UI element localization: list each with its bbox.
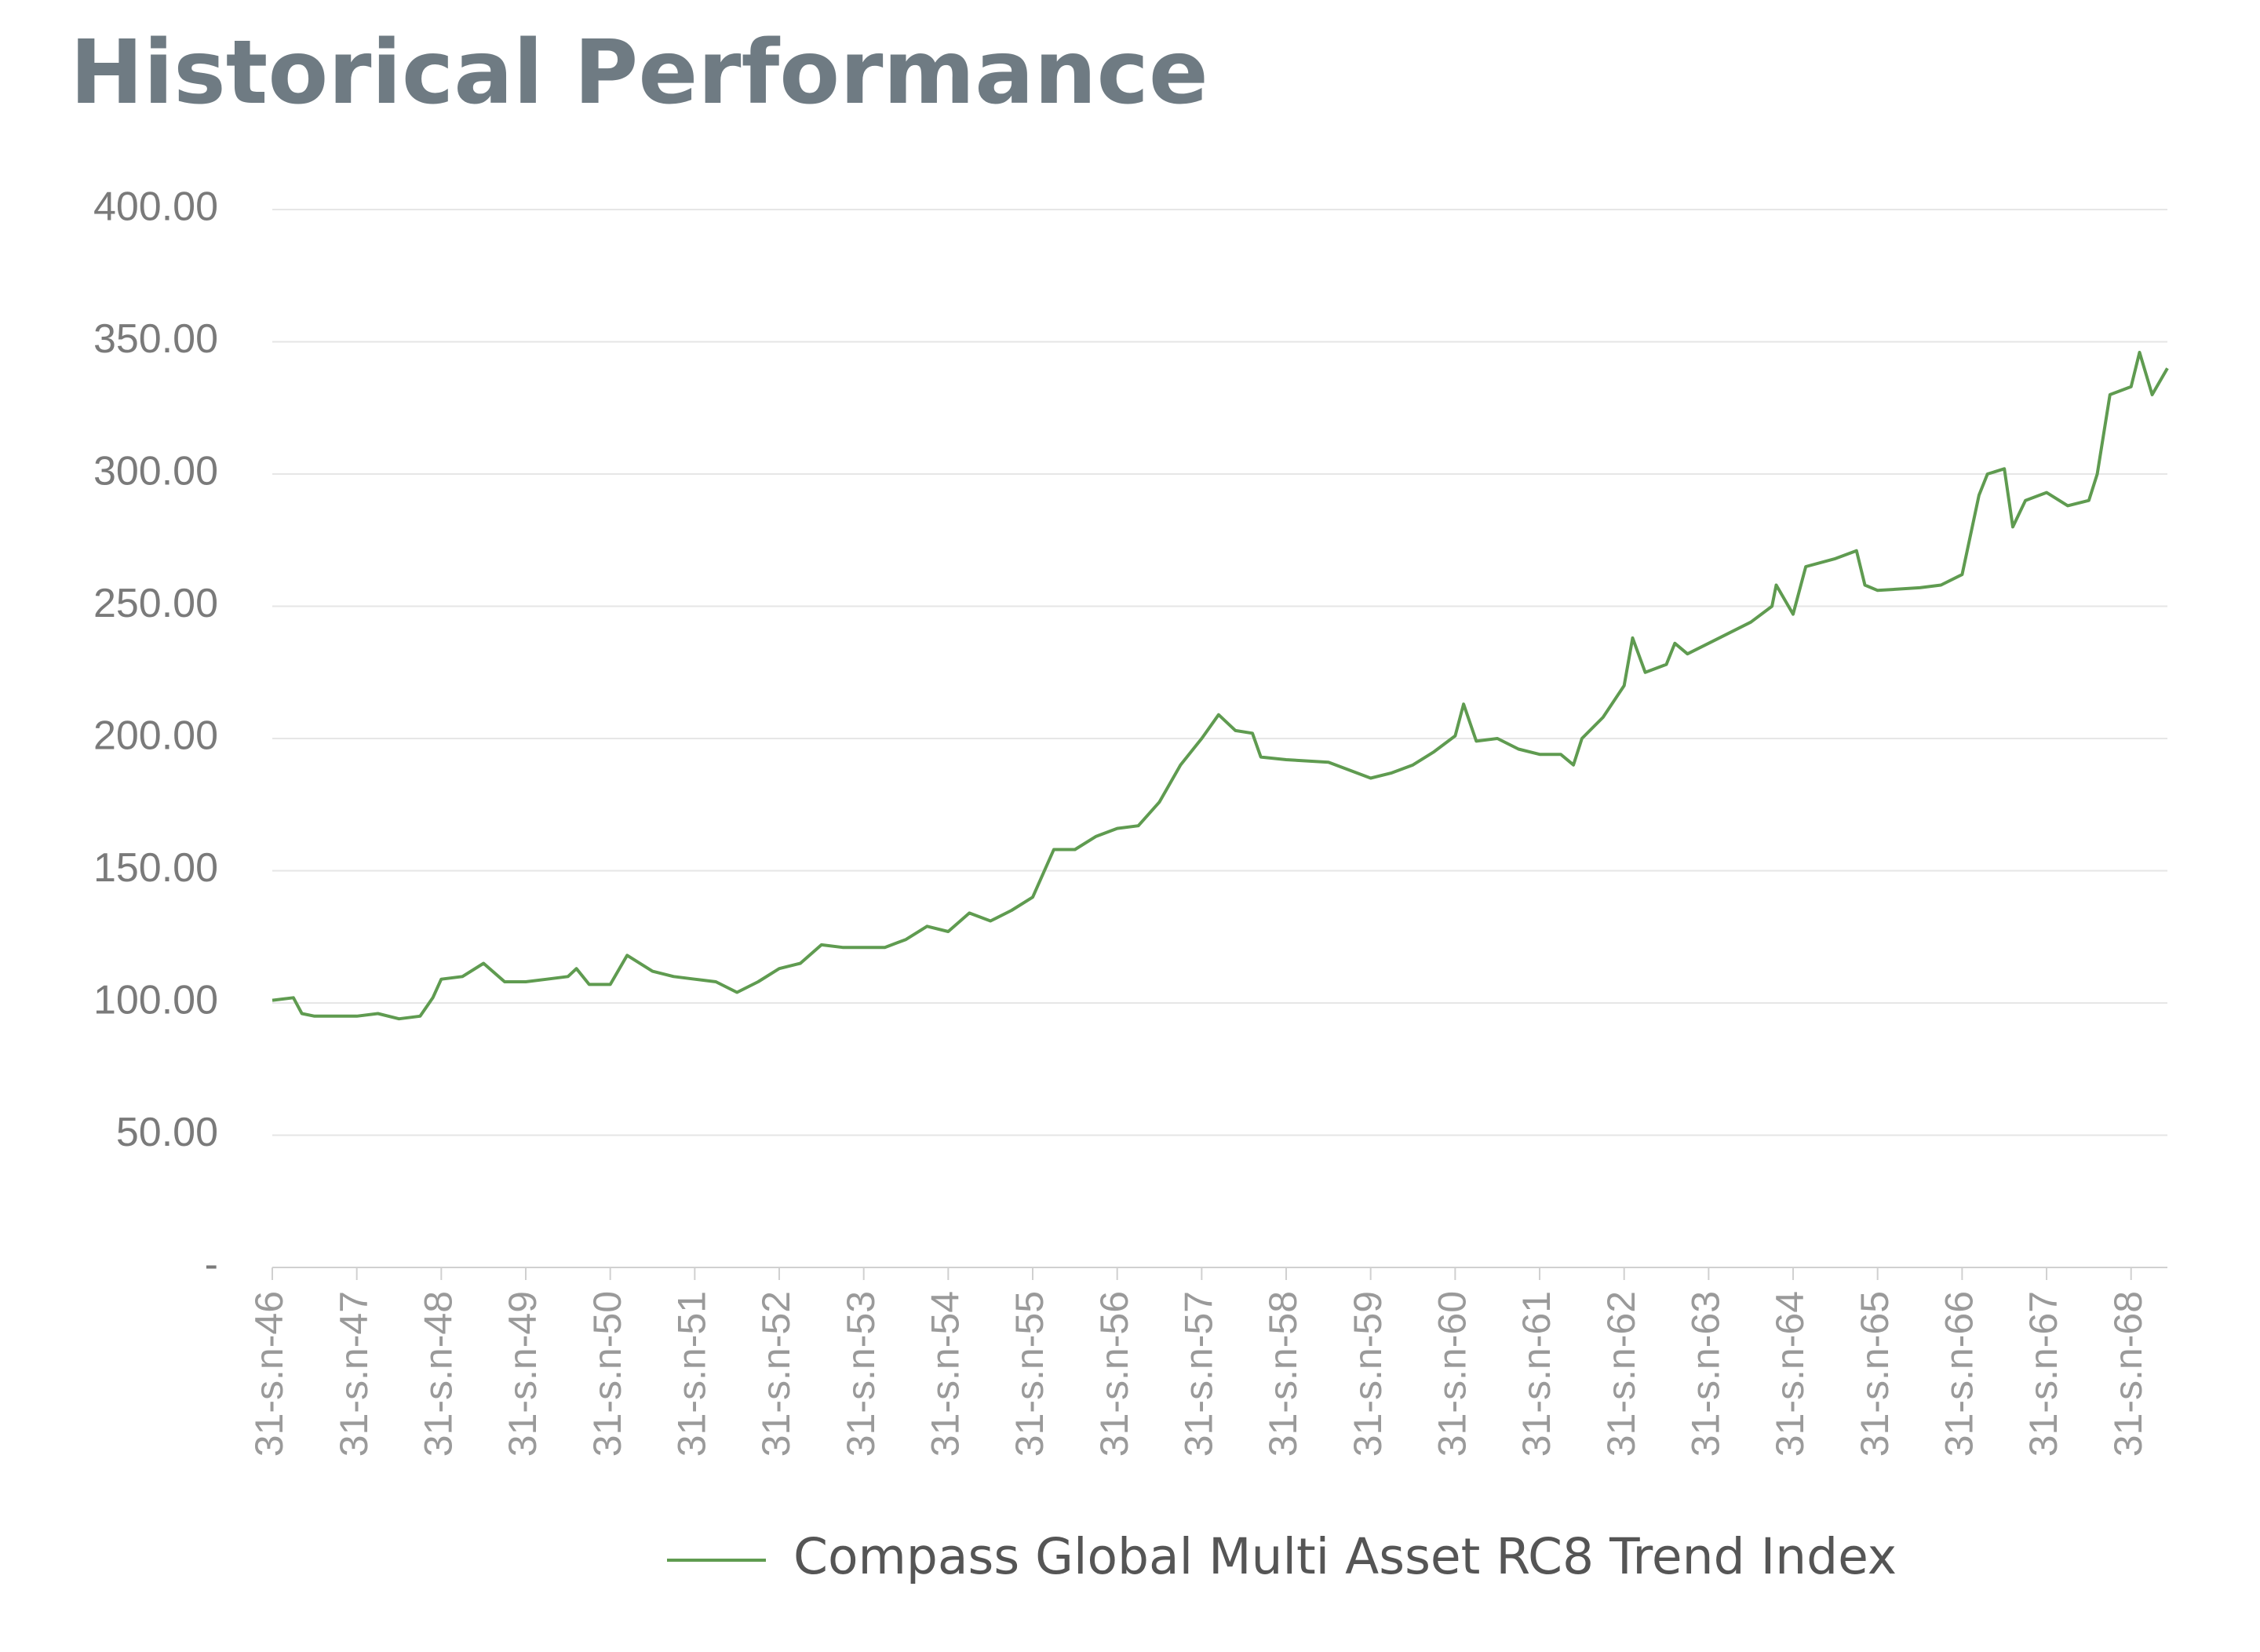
x-tick-label: 31-s.n-53 — [839, 1291, 883, 1457]
x-tick-label: 31-s.n-67 — [2021, 1291, 2065, 1457]
x-tick-label: 31-s.n-68 — [2106, 1291, 2150, 1457]
x-tick-label: 31-s.n-47 — [332, 1291, 376, 1457]
x-tick-label: 31-s.n-51 — [670, 1291, 714, 1457]
x-tick-label: 31-s.n-52 — [754, 1291, 798, 1457]
y-tick-label: 350.00 — [93, 316, 218, 362]
x-tick-label: 31-s.n-55 — [1008, 1291, 1052, 1457]
x-tick-label: 31-s.n-54 — [924, 1291, 968, 1457]
series-line — [272, 351, 2169, 1021]
x-tick-label: 31-s.n-49 — [501, 1291, 545, 1457]
legend-label: Compass Global Multi Asset RC8 Trend Ind… — [793, 1528, 1897, 1585]
x-tick-label: 31-s.n-63 — [1684, 1291, 1728, 1457]
x-tick-label: 31-s.n-62 — [1599, 1291, 1643, 1457]
y-tick-label: 200.00 — [93, 713, 218, 759]
x-tick-label: 31-s.n-65 — [1853, 1291, 1897, 1457]
x-tick-label: 31-s.n-66 — [1937, 1291, 1981, 1457]
x-tick-label: 31-s.n-57 — [1177, 1291, 1221, 1457]
y-tick-label: 250.00 — [93, 581, 218, 626]
x-tick-label: 31-s.n-56 — [1092, 1291, 1136, 1457]
y-tick-label: 100.00 — [93, 978, 218, 1023]
y-tick-label: 300.00 — [93, 449, 218, 494]
x-tick-label: 31-s.n-50 — [585, 1291, 629, 1457]
x-tick-label: 31-s.n-60 — [1431, 1291, 1474, 1457]
x-tick-label: 31-s.n-64 — [1768, 1291, 1812, 1457]
y-tick-label: 150.00 — [93, 845, 218, 891]
x-tick-label: 31-s.n-46 — [247, 1291, 291, 1457]
y-tick-label: 50.00 — [116, 1110, 218, 1155]
chart-title: Historical Performance — [70, 22, 1208, 124]
x-tick-label: 31-s.n-61 — [1515, 1291, 1558, 1457]
x-tick-label: 31-s.n-58 — [1261, 1291, 1305, 1457]
y-tick-label: - — [205, 1242, 218, 1288]
y-tick-label: 400.00 — [93, 184, 218, 230]
x-tick-label: 31-s.n-48 — [417, 1291, 461, 1457]
x-tick-label: 31-s.n-59 — [1346, 1291, 1390, 1457]
